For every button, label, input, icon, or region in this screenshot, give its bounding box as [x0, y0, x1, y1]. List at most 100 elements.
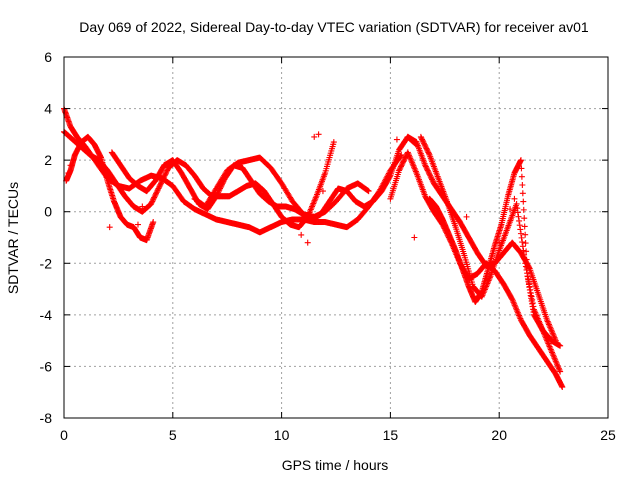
data-point [417, 133, 424, 140]
series-outliers [65, 131, 518, 246]
data-point [557, 342, 564, 349]
data-point [463, 213, 470, 220]
data-point [159, 177, 166, 184]
axis-ticks: 0 5 10 15 20 25 -8 -6 -4 -2 0 2 4 6 [40, 49, 616, 443]
series-track-d [191, 154, 372, 220]
data-point [157, 181, 164, 188]
data-marks [61, 105, 566, 391]
x-tick-label: 10 [274, 427, 290, 443]
data-point [67, 162, 74, 169]
data-point [522, 240, 529, 247]
data-point [426, 171, 433, 178]
data-point [161, 172, 168, 179]
data-point [158, 179, 165, 186]
data-point [520, 206, 527, 213]
data-point [518, 173, 525, 180]
data-point [364, 187, 371, 194]
data-point [402, 154, 409, 161]
data-point [148, 199, 155, 206]
data-point [520, 247, 527, 254]
data-point [425, 149, 432, 156]
data-point [429, 176, 436, 183]
data-point [156, 184, 163, 191]
data-point [517, 230, 524, 237]
data-point [518, 234, 525, 241]
data-point [427, 172, 434, 179]
data-point [163, 168, 170, 175]
series-track-i [63, 133, 157, 244]
data-point [522, 263, 529, 270]
data-point [149, 198, 156, 205]
data-point [397, 163, 404, 170]
data-point [65, 170, 72, 177]
plot-frame [63, 56, 609, 419]
data-point [157, 180, 164, 187]
x-axis-label: GPS time / hours [282, 457, 389, 473]
data-point [559, 384, 566, 391]
data-point [422, 163, 429, 170]
data-point [422, 162, 429, 169]
data-point [154, 188, 161, 195]
data-point [519, 239, 526, 246]
data-point [365, 188, 372, 195]
chart-title: Day 069 of 2022, Sidereal Day-to-day VTE… [79, 19, 589, 35]
data-point [298, 231, 305, 238]
data-point [148, 200, 155, 207]
data-point [164, 167, 171, 174]
data-point [514, 209, 521, 216]
data-point [427, 173, 434, 180]
x-tick-label: 25 [600, 427, 616, 443]
data-point [422, 144, 429, 151]
data-point [522, 260, 529, 267]
y-tick-label: -2 [40, 255, 53, 271]
data-point [162, 171, 169, 178]
data-point [519, 190, 526, 197]
series-track-h [426, 157, 564, 349]
data-point [516, 217, 523, 224]
data-point [514, 205, 521, 212]
data-point [150, 219, 157, 226]
data-point [150, 195, 157, 202]
data-point [106, 224, 113, 231]
data-point [401, 157, 408, 164]
data-point [429, 177, 436, 184]
data-point [523, 248, 530, 255]
data-point [422, 142, 429, 149]
data-point [511, 195, 518, 202]
data-point [517, 157, 524, 164]
data-point [399, 159, 406, 166]
data-point [522, 231, 529, 238]
data-point [153, 190, 160, 197]
data-point [424, 166, 431, 173]
data-point [154, 186, 161, 193]
data-point [518, 165, 525, 172]
data-point [424, 167, 431, 174]
data-point [397, 153, 404, 160]
data-point [519, 182, 526, 189]
data-point [400, 158, 407, 165]
data-point [428, 175, 435, 182]
data-point [507, 206, 514, 213]
data-point [517, 226, 524, 233]
data-point [520, 198, 527, 205]
y-tick-label: -6 [40, 358, 53, 374]
y-tick-label: -8 [40, 410, 53, 426]
data-point [304, 239, 311, 246]
y-tick-label: 4 [44, 101, 52, 117]
data-point [521, 251, 528, 258]
data-point [162, 170, 169, 177]
data-point [315, 131, 322, 138]
data-point [393, 136, 400, 143]
series-track-c [108, 133, 420, 223]
data-point [149, 197, 156, 204]
data-point [515, 213, 522, 220]
data-point [420, 140, 427, 147]
data-point [524, 264, 531, 271]
data-point [423, 164, 430, 171]
data-point [411, 234, 418, 241]
data-point [330, 139, 337, 146]
data-point [151, 193, 158, 200]
x-tick-label: 20 [491, 427, 507, 443]
data-point [396, 167, 403, 174]
data-point [319, 188, 326, 195]
